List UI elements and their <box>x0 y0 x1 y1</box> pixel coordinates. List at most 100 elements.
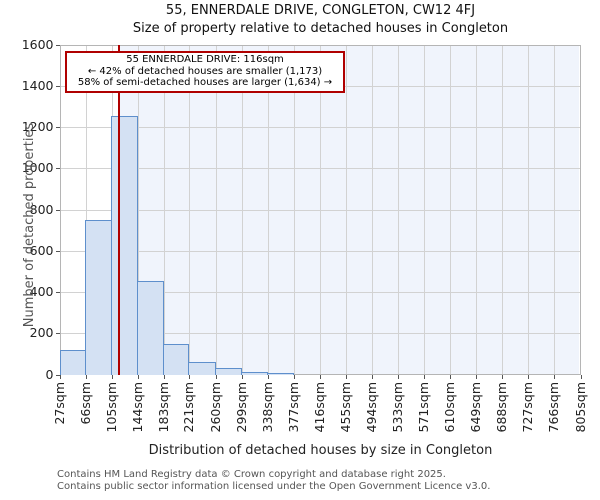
x-axis-tick <box>85 374 87 379</box>
x-axis-tick <box>476 374 478 379</box>
y-axis-tick <box>55 292 60 293</box>
x-tick-label: 416sqm <box>312 381 327 432</box>
x-tick-label: 27sqm <box>51 381 67 425</box>
x-tick-label: 455sqm <box>338 381 354 432</box>
footer-line-2: Contains public sector information licen… <box>57 480 491 492</box>
v-gridline <box>293 45 295 374</box>
histogram-bar <box>59 349 86 375</box>
x-tick-label: 494sqm <box>364 381 380 432</box>
x-tick-label: 688sqm <box>494 381 510 432</box>
x-axis-tick <box>320 374 321 379</box>
property-marker-line <box>118 44 121 375</box>
v-gridline <box>449 45 451 374</box>
x-tick-label: 183sqm <box>155 381 171 432</box>
v-gridline <box>476 45 478 374</box>
histogram-bar <box>110 115 138 375</box>
annotation-line-1: 55 ENNERDALE DRIVE: 116sqm <box>126 54 284 65</box>
x-axis-tick <box>241 374 243 379</box>
histogram-bar <box>84 219 112 375</box>
v-gridline <box>423 45 425 374</box>
v-gridline <box>215 45 217 374</box>
y-tick-label: 1000 <box>21 160 54 176</box>
v-gridline <box>85 45 87 374</box>
x-axis-tick <box>267 374 269 379</box>
x-axis-tick <box>580 374 582 379</box>
annotation-line-2: ← 42% of detached houses are smaller (1,… <box>87 65 323 77</box>
y-tick-label: 1600 <box>21 36 54 52</box>
x-axis-tick <box>502 374 504 379</box>
histogram-bar <box>266 373 294 375</box>
x-axis-tick <box>449 374 451 379</box>
footer-line-1: Contains HM Land Registry data © Crown c… <box>57 469 446 480</box>
chart-subtitle: Size of property relative to detached ho… <box>132 21 509 36</box>
y-axis-tick <box>55 333 60 335</box>
x-tick-label: 727sqm <box>520 381 536 432</box>
histogram-bar <box>136 280 164 375</box>
x-axis-tick <box>372 374 374 379</box>
v-gridline <box>372 45 374 374</box>
x-tick-label: 105sqm <box>103 381 119 432</box>
y-tick-label: 600 <box>29 242 54 258</box>
x-tick-label: 338sqm <box>259 381 275 432</box>
y-tick-label: 400 <box>29 284 54 299</box>
x-tick-label: 144sqm <box>129 381 145 432</box>
y-axis-label: Number of detached properties <box>22 122 37 328</box>
x-tick-label: 805sqm <box>572 381 588 432</box>
x-axis-tick <box>423 374 425 379</box>
x-axis-tick <box>398 374 400 379</box>
histogram-bar <box>214 368 242 375</box>
x-axis-tick <box>215 374 217 379</box>
y-axis-tick <box>55 168 60 170</box>
x-tick-label: 649sqm <box>468 381 484 432</box>
x-axis-label: Distribution of detached houses by size … <box>148 443 493 458</box>
x-axis-tick <box>528 374 530 379</box>
annotation-line-3: 58% of semi-detached houses are larger (… <box>77 77 333 88</box>
v-gridline <box>502 45 504 374</box>
x-axis-tick <box>346 374 348 379</box>
v-gridline <box>137 45 139 374</box>
y-tick-label: 200 <box>29 325 54 341</box>
x-tick-label: 571sqm <box>415 381 431 432</box>
v-gridline <box>554 45 556 374</box>
x-tick-label: 299sqm <box>233 381 249 432</box>
y-tick-label: 1200 <box>21 119 54 134</box>
x-tick-label: 766sqm <box>546 381 562 432</box>
y-axis-tick <box>55 127 60 128</box>
y-axis-tick <box>55 209 60 211</box>
x-tick-label: 377sqm <box>285 381 301 432</box>
x-axis-tick <box>554 374 556 379</box>
v-gridline <box>320 45 321 374</box>
x-axis-tick <box>59 374 61 379</box>
annotation-box: 55 ENNERDALE DRIVE: 116sqm ← 42% of deta… <box>65 51 345 93</box>
x-tick-label: 610sqm <box>441 381 457 432</box>
y-axis-tick <box>55 250 60 252</box>
x-tick-label: 533sqm <box>390 381 406 432</box>
x-tick-label: 66sqm <box>77 381 93 425</box>
y-axis-tick <box>55 85 60 87</box>
x-axis-tick <box>189 374 191 379</box>
y-axis-tick <box>55 44 60 46</box>
v-gridline <box>267 45 269 374</box>
x-axis-tick <box>293 374 295 379</box>
histogram-bar <box>240 372 268 375</box>
histogram-bar <box>188 362 216 375</box>
x-axis-tick <box>163 374 165 379</box>
x-axis-tick <box>137 374 139 379</box>
x-tick-label: 260sqm <box>207 381 223 432</box>
y-axis-tick <box>55 374 60 376</box>
v-gridline <box>189 45 191 374</box>
chart-title: 55, ENNERDALE DRIVE, CONGLETON, CW12 4FJ <box>165 3 476 18</box>
y-tick-label: 0 <box>45 366 54 382</box>
v-gridline <box>163 45 165 374</box>
histogram-bar <box>162 343 190 375</box>
v-gridline <box>346 45 348 374</box>
x-axis-tick <box>111 374 113 379</box>
y-tick-label: 800 <box>29 201 54 217</box>
x-tick-label: 221sqm <box>181 381 197 432</box>
v-gridline <box>528 45 530 374</box>
y-tick-label: 1400 <box>21 77 54 93</box>
v-gridline <box>398 45 400 374</box>
v-gridline <box>241 45 243 374</box>
